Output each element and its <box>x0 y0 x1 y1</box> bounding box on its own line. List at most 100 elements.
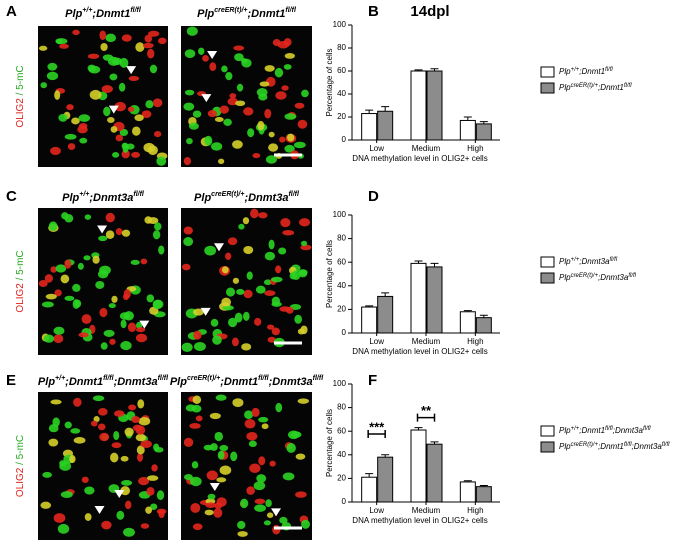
cell <box>283 38 292 47</box>
image-label: Plp+/+;Dnmt1fl/fl <box>65 7 142 20</box>
cell <box>135 433 146 442</box>
cell <box>135 42 145 52</box>
legend-swatch <box>540 256 555 268</box>
cell <box>254 498 266 505</box>
cell <box>99 307 108 318</box>
cell <box>125 500 132 510</box>
cell <box>240 498 249 509</box>
superscript: +/+ <box>571 67 580 73</box>
cell <box>120 319 127 329</box>
significance-label: *** <box>369 419 385 434</box>
chart-title: 14dpl <box>410 3 449 20</box>
cell <box>138 417 151 426</box>
superscript: +/+ <box>571 426 580 432</box>
cell <box>38 45 48 51</box>
cell <box>275 402 283 413</box>
cell <box>64 295 75 301</box>
cell <box>222 305 234 311</box>
panel-letter: D <box>368 188 379 205</box>
cell <box>280 217 291 228</box>
legend-swatch <box>540 82 555 94</box>
arrowhead <box>139 320 150 329</box>
cell <box>146 294 155 303</box>
cell <box>297 328 305 335</box>
cell <box>184 49 196 59</box>
cell <box>259 81 270 87</box>
cell <box>234 53 244 62</box>
cell <box>231 337 239 347</box>
channel-label: OLIG2 / 5-mC <box>15 250 26 312</box>
cell <box>219 444 229 452</box>
text-part: ;Dnmt3a <box>269 376 313 388</box>
y-tick-label: 80 <box>337 403 346 412</box>
cell <box>135 327 146 333</box>
channel-part: / <box>15 459 26 467</box>
superscript: fl/fl <box>643 426 651 432</box>
cell <box>140 523 150 529</box>
bar <box>361 306 378 334</box>
cell <box>78 114 91 122</box>
y-tick-label: 20 <box>337 474 346 483</box>
cell <box>64 259 72 269</box>
cell <box>58 113 68 122</box>
cell <box>278 247 287 255</box>
bar <box>426 443 443 503</box>
cell <box>150 503 158 511</box>
x-tick-label: Low <box>369 144 384 153</box>
cell <box>265 499 272 508</box>
cell <box>206 470 218 481</box>
cell <box>204 509 214 516</box>
cell <box>60 491 73 499</box>
cell <box>90 420 98 427</box>
cell <box>61 212 69 220</box>
cell <box>95 281 105 289</box>
cell <box>209 412 221 420</box>
significance-bracket <box>367 430 386 438</box>
cell <box>228 317 238 328</box>
text-part: ;Dnmt3a <box>613 426 644 435</box>
cell <box>189 476 202 487</box>
bar <box>426 70 443 141</box>
cell <box>136 321 143 330</box>
cell <box>146 487 155 496</box>
cell <box>107 116 115 124</box>
cell <box>81 476 89 483</box>
cell <box>140 440 152 448</box>
cell <box>131 416 140 424</box>
cell <box>147 30 160 37</box>
cell <box>254 504 267 512</box>
cell <box>72 29 80 36</box>
cell <box>97 270 109 279</box>
bar <box>361 113 378 141</box>
cell <box>107 56 120 66</box>
cell <box>92 395 105 402</box>
cell <box>229 93 237 99</box>
x-tick-label: Medium <box>412 506 441 515</box>
cell <box>248 440 257 448</box>
text-part: ;Dnmt1 <box>92 8 130 20</box>
cell <box>223 118 232 126</box>
cell <box>74 299 82 308</box>
cell <box>114 101 126 112</box>
cell <box>225 252 232 261</box>
cell <box>154 222 162 231</box>
cell <box>225 72 233 81</box>
cell <box>267 336 276 343</box>
text-part: ;Dnmt3a <box>89 192 133 204</box>
superscript: +/+ <box>55 375 65 382</box>
superscript: creER(t)/+ <box>571 273 599 279</box>
cell <box>237 531 248 537</box>
cell <box>55 264 67 273</box>
cell <box>238 223 245 230</box>
error-bar <box>430 68 439 71</box>
bar <box>377 295 394 334</box>
error-bar <box>430 262 439 267</box>
image-label: Plp+/+;Dnmt3afl/fl <box>62 191 145 204</box>
x-tick-label: High <box>467 337 483 346</box>
superscript: fl/fl <box>624 83 632 89</box>
cell <box>186 138 193 145</box>
cell <box>183 437 194 447</box>
cell <box>84 486 95 495</box>
cell <box>243 289 253 299</box>
cell <box>183 226 193 235</box>
